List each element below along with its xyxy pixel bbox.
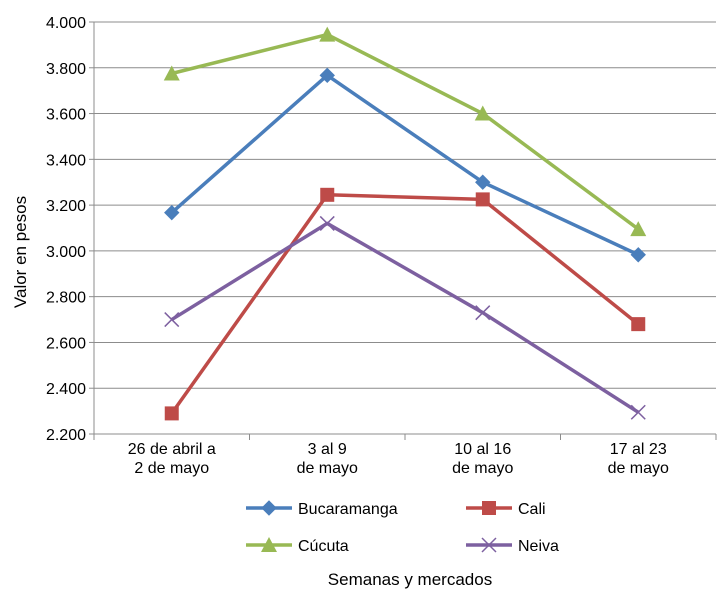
legend-item-cucuta[interactable]: Cúcuta bbox=[246, 537, 349, 555]
y-tick-labels: 2.200 2.400 2.600 2.800 3.000 3.200 3.400 3.600… bbox=[46, 15, 86, 444]
x-tick-label: 10 al 16 de mayo bbox=[452, 441, 513, 477]
legend[interactable]: Bucaramanga Cali Cúcuta Neiva bbox=[246, 500, 559, 555]
data-point bbox=[320, 187, 335, 202]
legend-label: Neiva bbox=[518, 538, 559, 555]
gridlines bbox=[94, 21, 716, 435]
y-tick-label: 3.200 bbox=[46, 198, 86, 215]
series-lines bbox=[163, 26, 647, 421]
x-axis-label: Semanas y mercados bbox=[328, 570, 492, 589]
series-neiva bbox=[164, 215, 646, 420]
series-line bbox=[170, 193, 640, 415]
legend-item-neiva[interactable]: Neiva bbox=[466, 537, 559, 555]
legend-item-bucaramanga[interactable]: Bucaramanga bbox=[246, 500, 398, 518]
legend-marker bbox=[261, 537, 277, 552]
series-line bbox=[170, 73, 639, 257]
y-tick-label: 3.000 bbox=[46, 244, 86, 261]
data-point bbox=[475, 305, 491, 321]
y-tick-label: 4.000 bbox=[46, 15, 86, 32]
series-line bbox=[171, 32, 640, 231]
data-point bbox=[164, 204, 180, 221]
legend-marker bbox=[481, 537, 497, 553]
series-cali bbox=[164, 187, 646, 421]
data-point bbox=[475, 174, 491, 190]
series-bucaramanga bbox=[164, 67, 646, 263]
legend-label: Cali bbox=[518, 501, 546, 518]
data-point bbox=[163, 65, 180, 81]
legend-item-cali[interactable]: Cali bbox=[466, 501, 546, 518]
y-axis-label: Valor en pesos bbox=[11, 196, 30, 308]
data-point bbox=[319, 67, 335, 84]
series-line bbox=[170, 221, 640, 414]
legend-marker bbox=[261, 500, 277, 516]
data-point bbox=[164, 312, 180, 328]
series-cucuta bbox=[163, 26, 647, 237]
y-tick-label: 2.200 bbox=[46, 427, 86, 444]
y-tick-label: 2.800 bbox=[46, 290, 86, 307]
legend-label: Bucaramanga bbox=[298, 501, 398, 518]
data-point bbox=[631, 317, 646, 332]
y-tick-label: 3.800 bbox=[46, 61, 86, 78]
data-point bbox=[630, 247, 646, 263]
data-point bbox=[475, 192, 490, 207]
x-tick-label: 17 al 23 de mayo bbox=[608, 441, 669, 477]
legend-marker bbox=[482, 501, 496, 515]
y-tick-label: 2.600 bbox=[46, 335, 86, 352]
x-tick-label: 3 al 9 de mayo bbox=[297, 441, 358, 477]
y-tick-label: 2.400 bbox=[46, 381, 86, 398]
data-point bbox=[474, 105, 491, 121]
legend-label: Cúcuta bbox=[298, 538, 349, 555]
y-tick-label: 3.400 bbox=[46, 152, 86, 169]
data-point bbox=[164, 406, 179, 421]
data-point bbox=[319, 26, 336, 42]
data-point bbox=[630, 221, 647, 237]
data-point bbox=[630, 404, 646, 420]
data-point bbox=[319, 215, 335, 231]
y-tick-label: 3.600 bbox=[46, 107, 86, 124]
axes bbox=[89, 21, 717, 440]
